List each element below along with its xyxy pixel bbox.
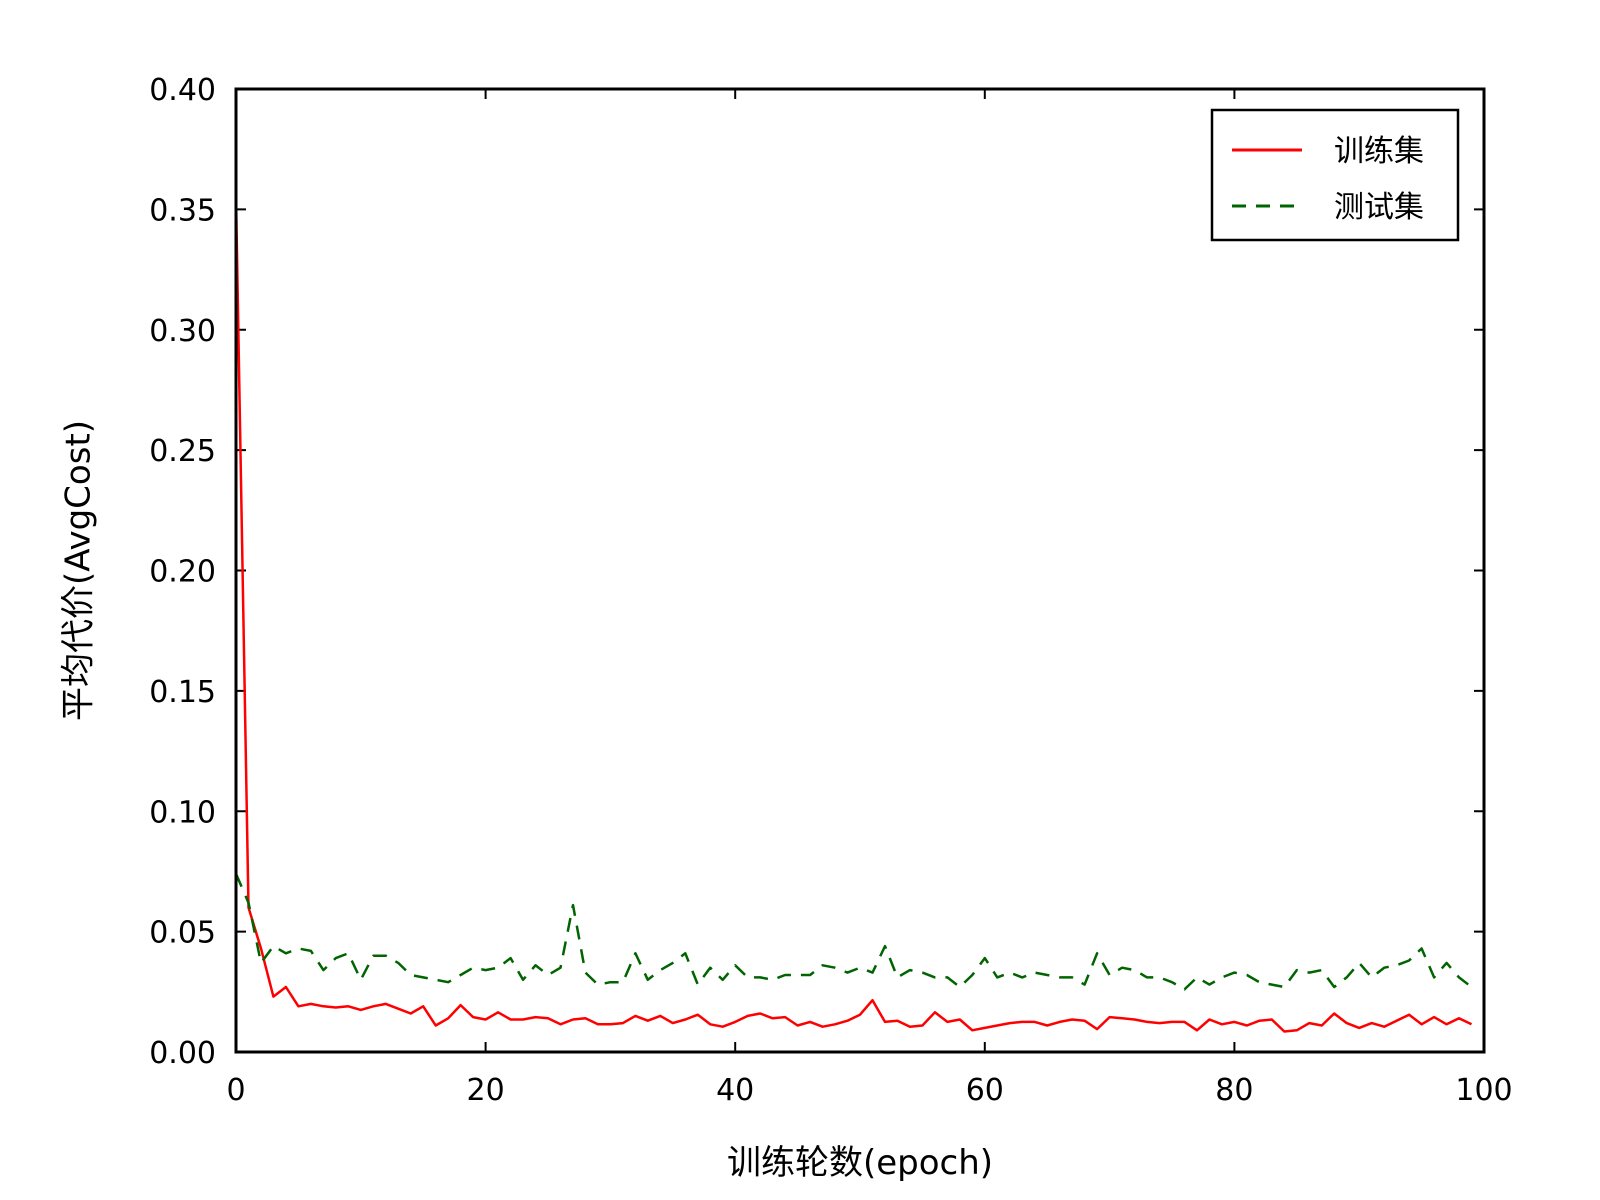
y-tick-label: 0.20 (149, 555, 216, 590)
y-tick-label: 0.10 (149, 795, 216, 830)
x-tick-label: 80 (1215, 1073, 1253, 1108)
y-tick-label: 0.00 (149, 1036, 216, 1071)
x-tick-label: 0 (226, 1073, 245, 1108)
legend-box (1210, 108, 1460, 242)
legend-label-test: 测试集 (1334, 190, 1424, 225)
y-tick-label: 0.40 (149, 73, 216, 108)
y-axis: 0.00 0.05 0.10 0.15 0.20 0.25 0.30 0.35 0.40 (149, 73, 1484, 1071)
x-tick-label: 20 (467, 1073, 505, 1108)
plot-frame (234, 87, 1486, 1054)
x-axis-label: 训练轮数(epoch) (727, 1143, 993, 1183)
y-tick-label: 0.05 (149, 916, 216, 951)
legend-label-train: 训练集 (1334, 134, 1424, 169)
series-line-test (234, 873, 1473, 991)
legend: 训练集 测试集 (1210, 108, 1460, 242)
x-tick-label: 40 (716, 1073, 754, 1108)
x-tick-label: 100 (1455, 1073, 1512, 1108)
series-line-train (234, 197, 1473, 1033)
y-tick-label: 0.25 (149, 434, 216, 469)
x-tick-label: 60 (966, 1073, 1004, 1108)
y-tick-label: 0.30 (149, 314, 216, 349)
plot-series (234, 197, 1473, 1033)
y-axis-label: 平均代价(AvgCost) (59, 420, 99, 721)
y-tick-label: 0.35 (149, 193, 216, 228)
x-axis: 0 20 40 60 80 100 (226, 89, 1513, 1108)
y-tick-label: 0.15 (149, 675, 216, 710)
